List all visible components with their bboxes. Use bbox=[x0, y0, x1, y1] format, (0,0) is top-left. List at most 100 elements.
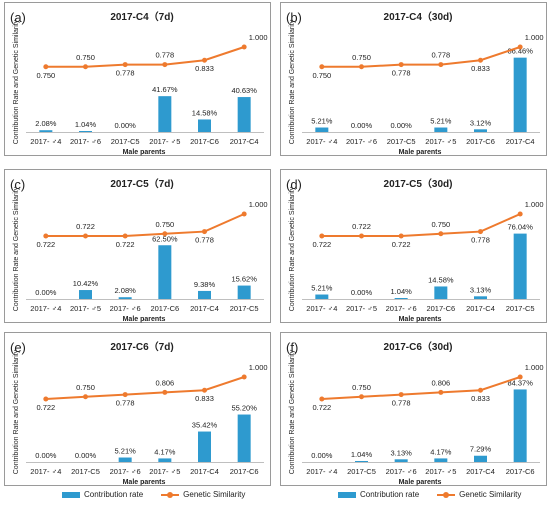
line-point bbox=[162, 231, 168, 237]
line-data-label: 1.000 bbox=[525, 363, 544, 372]
bar-data-label: 5.21% bbox=[311, 117, 333, 126]
line-point bbox=[517, 44, 523, 50]
bar bbox=[394, 459, 408, 462]
x-axis-label: Male parents bbox=[399, 149, 442, 156]
panel-frame bbox=[4, 169, 271, 323]
line-data-label: 0.833 bbox=[471, 394, 490, 403]
x-axis-label: Male parents bbox=[399, 316, 442, 323]
bar bbox=[434, 458, 448, 462]
line-point bbox=[83, 394, 88, 400]
line-point bbox=[438, 62, 444, 68]
x-tick-label: 2017-C6 bbox=[506, 467, 535, 476]
panel-label: (e) bbox=[10, 340, 26, 355]
line-data-label: 0.833 bbox=[471, 64, 490, 73]
panel-frame bbox=[4, 332, 271, 486]
line-point bbox=[438, 231, 444, 237]
x-tick-label: 2017- ♂6 bbox=[110, 467, 141, 476]
line-point bbox=[517, 374, 523, 380]
panel-label: (f) bbox=[286, 340, 298, 355]
line-data-label: 0.750 bbox=[312, 71, 331, 80]
bar-data-label: 86.46% bbox=[507, 47, 533, 56]
bar-data-label: 0.00% bbox=[75, 451, 97, 460]
y-axis-label: Contribution Rate and Genetic Similarity bbox=[13, 19, 20, 144]
bar bbox=[158, 245, 172, 299]
bar-data-label: 0.00% bbox=[351, 288, 373, 297]
line-data-label: 0.722 bbox=[392, 240, 411, 249]
line-point bbox=[398, 392, 404, 398]
x-tick-label: 2017- ♂6 bbox=[386, 467, 417, 476]
bar-data-label: 14.58% bbox=[428, 275, 454, 284]
x-tick-label: 2017-C5 bbox=[71, 467, 100, 476]
x-axis-label: Male parents bbox=[123, 149, 166, 156]
x-tick-label: 2017-C6 bbox=[230, 467, 259, 476]
bar-data-label: 35.42% bbox=[192, 421, 218, 430]
panel-label: (b) bbox=[286, 10, 302, 25]
line-point bbox=[241, 44, 247, 50]
bar-data-label: 5.21% bbox=[430, 117, 452, 126]
bar bbox=[474, 296, 487, 299]
panel-frame bbox=[280, 2, 547, 156]
bar-data-label: 0.00% bbox=[351, 121, 373, 130]
bar-data-label: 55.20% bbox=[231, 404, 257, 413]
bar-data-label: 62.50% bbox=[152, 234, 178, 243]
bar bbox=[237, 97, 251, 132]
bar bbox=[79, 290, 92, 299]
line-point bbox=[43, 64, 49, 70]
bar-data-label: 40.63% bbox=[231, 86, 257, 95]
x-tick-label: 2017-C5 bbox=[230, 304, 259, 313]
line-point bbox=[202, 229, 207, 235]
line-data-label: 0.722 bbox=[352, 222, 371, 231]
line-point bbox=[122, 233, 128, 239]
line-point bbox=[162, 389, 168, 395]
bar-data-label: 5.21% bbox=[115, 447, 137, 456]
line-data-label: 0.778 bbox=[392, 399, 411, 408]
line-point bbox=[359, 64, 364, 70]
line-data-label: 0.778 bbox=[155, 51, 174, 60]
bar bbox=[474, 129, 487, 132]
line-data-label: 0.833 bbox=[195, 394, 214, 403]
line-data-label: 0.750 bbox=[36, 71, 55, 80]
x-tick-label: 2017-C5 bbox=[387, 137, 416, 146]
line-point bbox=[398, 233, 404, 239]
bar bbox=[118, 297, 132, 299]
bar bbox=[434, 286, 448, 299]
bar bbox=[355, 461, 368, 462]
bar-data-label: 3.13% bbox=[391, 448, 413, 457]
line-data-label: 0.750 bbox=[352, 53, 371, 62]
chart-title: 2017-C4（30d) bbox=[384, 10, 453, 23]
line-data-label: 0.722 bbox=[36, 403, 55, 412]
x-tick-label: 2017-C5 bbox=[111, 137, 140, 146]
panel-label: (a) bbox=[10, 10, 26, 25]
chart-title: 2017-C6（7d) bbox=[110, 340, 173, 353]
line-data-label: 0.778 bbox=[471, 236, 490, 245]
line-data-label: 0.778 bbox=[431, 51, 450, 60]
x-tick-label: 2017-C4 bbox=[190, 304, 219, 313]
line-data-label: 1.000 bbox=[249, 200, 268, 209]
panel-label: (c) bbox=[10, 177, 25, 192]
line-point bbox=[319, 396, 325, 402]
y-axis-label: Contribution Rate and Genetic Similarity bbox=[289, 349, 296, 474]
line-point bbox=[359, 233, 364, 239]
chart-title: 2017-C6（30d) bbox=[384, 340, 453, 353]
bar-data-label: 4.17% bbox=[154, 447, 176, 456]
line-point bbox=[438, 389, 444, 395]
line-point bbox=[478, 229, 483, 235]
bar-data-label: 84.37% bbox=[507, 378, 533, 387]
line-data-label: 1.000 bbox=[525, 33, 544, 42]
y-axis-label: Contribution Rate and Genetic Similarity bbox=[289, 19, 296, 144]
line-data-label: 1.000 bbox=[249, 363, 268, 372]
bar bbox=[315, 294, 329, 299]
bar-data-label: 14.58% bbox=[192, 108, 218, 117]
x-tick-label: 2017-C4 bbox=[230, 137, 259, 146]
x-tick-label: 2017-C4 bbox=[506, 137, 535, 146]
bar bbox=[39, 130, 53, 132]
similarity-line bbox=[45, 213, 245, 237]
line-data-label: 0.722 bbox=[312, 403, 331, 412]
bar-data-label: 7.29% bbox=[470, 445, 492, 454]
bar bbox=[158, 458, 172, 462]
line-point bbox=[202, 57, 207, 63]
bar-data-label: 2.08% bbox=[115, 286, 137, 295]
line-data-label: 0.722 bbox=[312, 240, 331, 249]
x-tick-label: 2017-C5 bbox=[347, 467, 376, 476]
bar bbox=[237, 285, 251, 299]
